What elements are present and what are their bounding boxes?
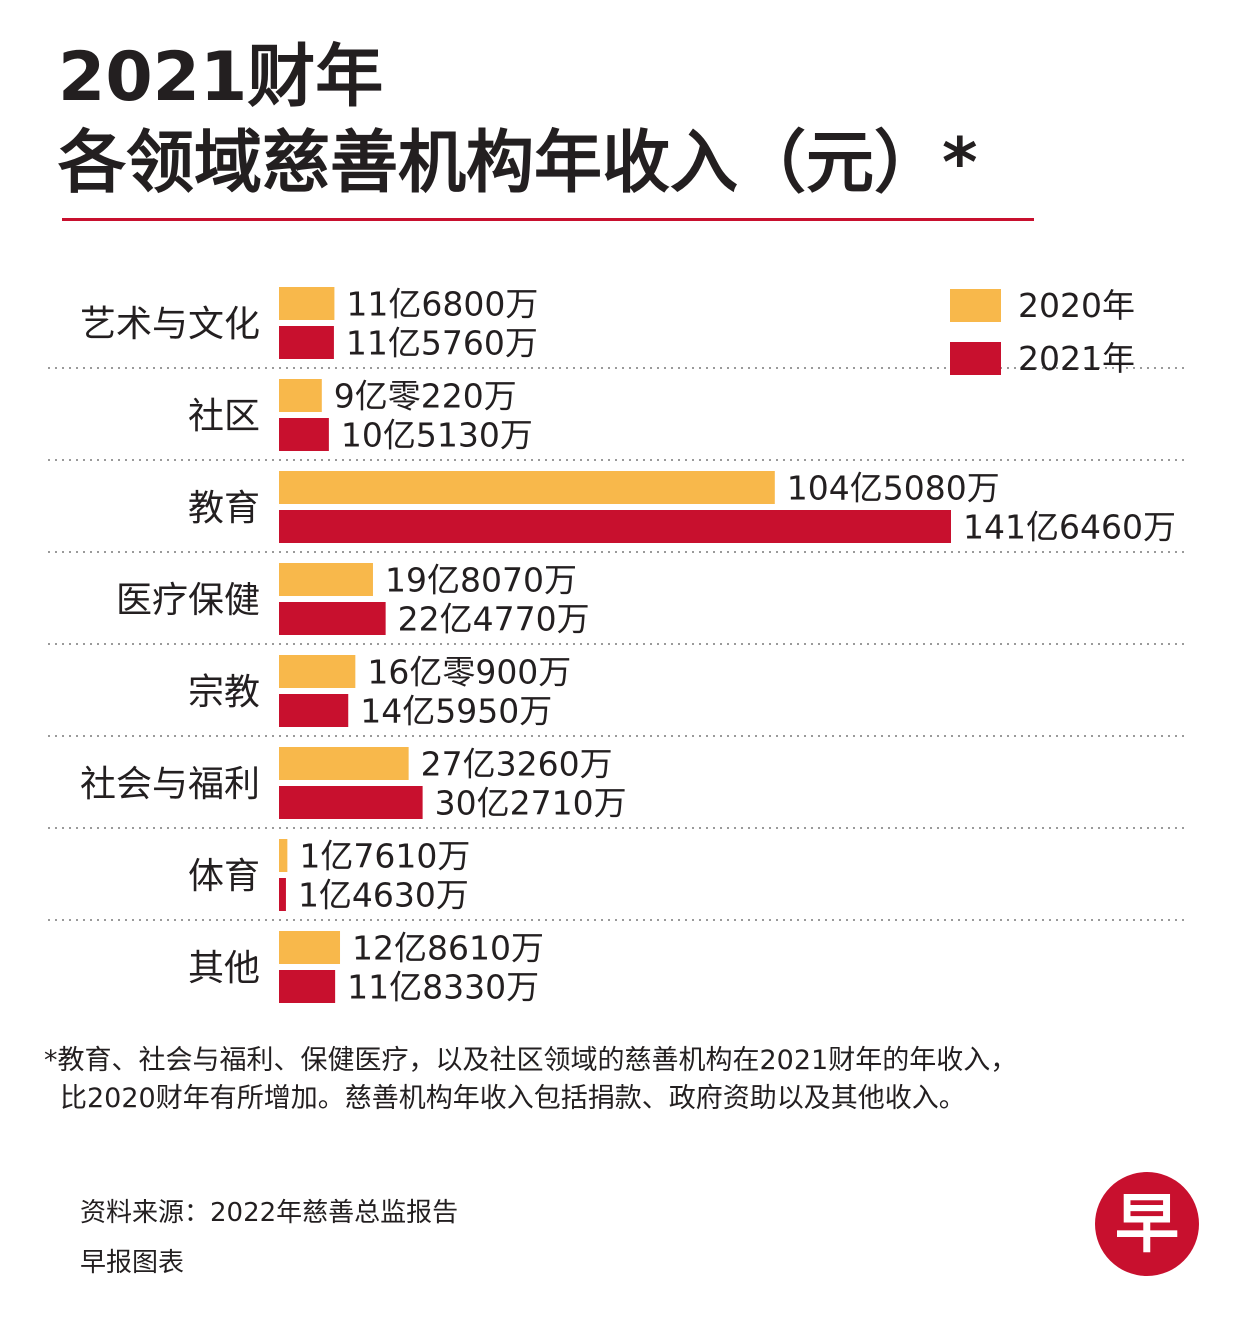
bar-2021	[279, 970, 336, 1003]
value-label: 14亿5950万	[360, 691, 552, 730]
bar-2020	[279, 563, 373, 596]
category-label: 艺术与文化	[80, 304, 260, 345]
value-label: 9亿零220万	[334, 376, 517, 415]
value-label: 30亿2710万	[435, 783, 627, 822]
bar-2021	[279, 878, 286, 911]
legend-swatch-2020	[950, 289, 1001, 322]
category-label: 其他	[188, 948, 260, 989]
value-label: 11亿8330万	[347, 967, 539, 1006]
footnote-line1: *教育、社会与福利、保健医疗，以及社区领域的慈善机构在2021财年的年收入，	[44, 1045, 1018, 1076]
value-label: 10亿5130万	[341, 415, 533, 454]
value-label: 11亿6800万	[346, 284, 538, 323]
category-label: 社区	[188, 396, 260, 437]
category-label: 社会与福利	[80, 764, 260, 805]
legend-swatch-2021	[950, 342, 1001, 375]
bar-2020	[279, 471, 775, 504]
bar-2020	[279, 931, 341, 964]
chart-title-line2: 各领域慈善机构年收入（元）*	[58, 124, 978, 203]
bar-2021	[279, 510, 951, 543]
bar-2021	[279, 418, 329, 451]
bar-2021	[279, 602, 386, 635]
value-label: 11亿5760万	[346, 323, 538, 362]
logo-circle	[1095, 1172, 1199, 1276]
bar-2021	[279, 786, 423, 819]
category-label: 医疗保健	[116, 580, 260, 621]
bar-2020	[279, 379, 322, 412]
credit-text: 早报图表	[80, 1248, 185, 1278]
value-label: 1亿4630万	[298, 875, 469, 914]
zaobao-logo: 早	[1095, 1172, 1199, 1276]
bar-2020	[279, 287, 335, 320]
value-label: 16亿零900万	[367, 652, 571, 691]
footnote: *教育、社会与福利、保健医疗，以及社区领域的慈善机构在2021财年的年收入， 比…	[44, 1042, 1017, 1118]
bar-2021	[279, 326, 334, 359]
value-label: 12亿8610万	[352, 928, 544, 967]
category-label: 体育	[188, 856, 260, 897]
value-label: 104亿5080万	[787, 468, 1000, 507]
bar-2020	[279, 655, 356, 688]
footnote-line2: 比2020财年有所增加。慈善机构年收入包括捐款、政府资助以及其他收入。	[60, 1083, 966, 1114]
source-text: 资料来源：2022年慈善总监报告	[80, 1198, 459, 1228]
bar-2020	[279, 839, 288, 872]
legend-label: 2020年	[1018, 286, 1135, 325]
value-label: 22亿4770万	[398, 599, 590, 638]
chart-title-line1: 2021财年	[58, 38, 384, 117]
bar-2021	[279, 694, 349, 727]
value-label: 1亿7610万	[299, 836, 470, 875]
logo-char: 早	[1115, 1188, 1179, 1262]
legend-label: 2021年	[1018, 339, 1135, 378]
category-label: 教育	[188, 488, 260, 529]
value-label: 141亿6460万	[963, 507, 1176, 546]
value-label: 19亿8070万	[385, 560, 577, 599]
value-label: 27亿3260万	[421, 744, 613, 783]
bar-2020	[279, 747, 409, 780]
title-underline	[62, 218, 1034, 221]
category-label: 宗教	[188, 672, 260, 713]
